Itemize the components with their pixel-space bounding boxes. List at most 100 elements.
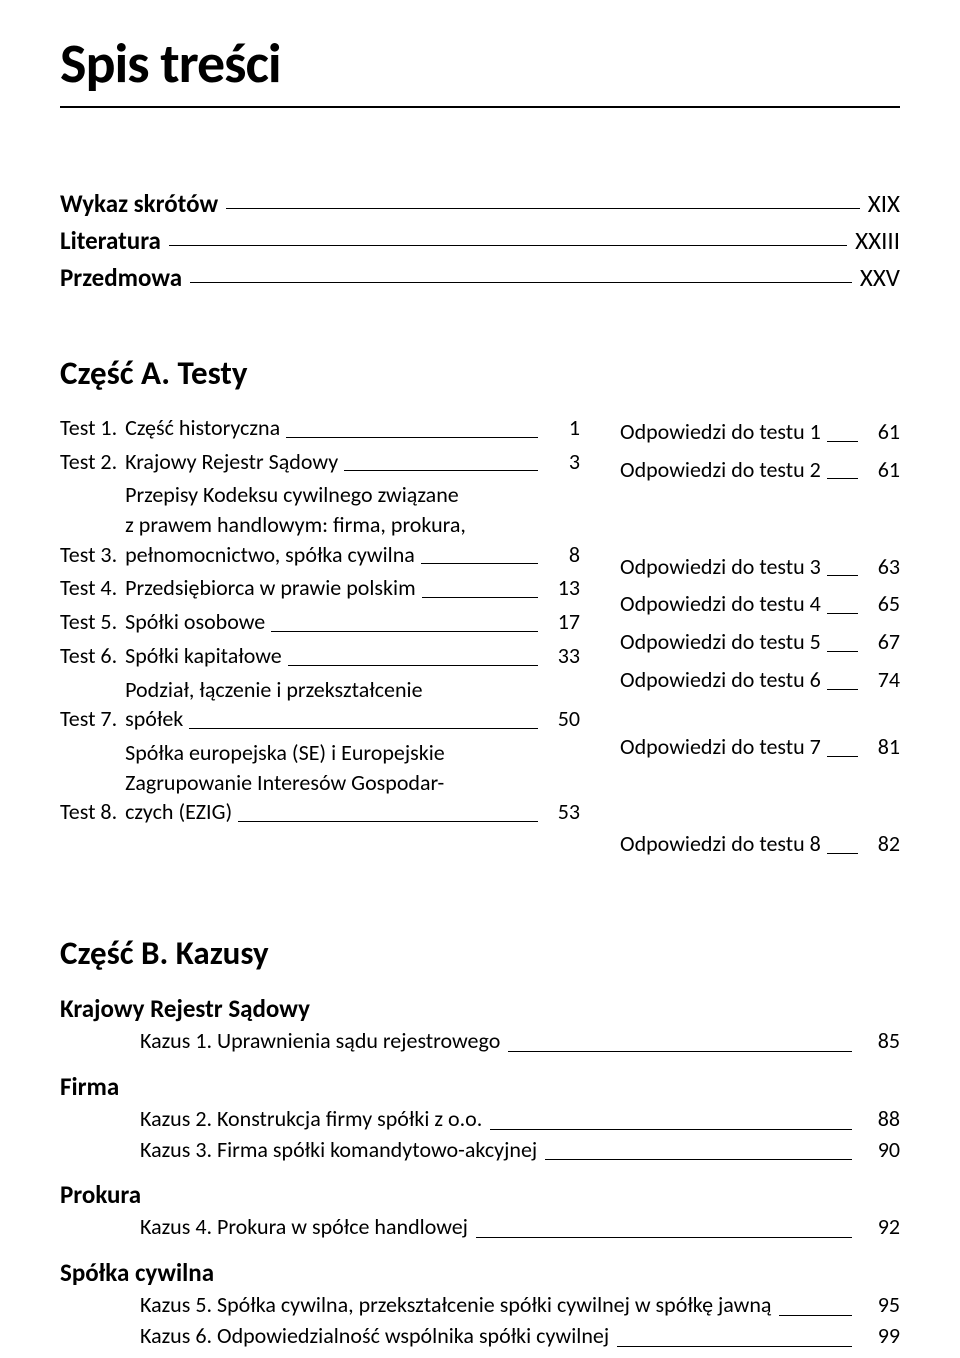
kazus-page: 92 bbox=[860, 1212, 900, 1243]
front-matter-label: Literatura bbox=[60, 225, 161, 256]
leader-line bbox=[288, 665, 538, 666]
leader-line bbox=[421, 563, 538, 564]
leader-line bbox=[344, 470, 538, 471]
test-title: Spółki kapitałowe bbox=[125, 641, 282, 671]
test-row: Test 7.Podział, łączenie i przekształcen… bbox=[60, 675, 580, 734]
answer-row: Odpowiedzi do testu 567 bbox=[620, 623, 900, 657]
test-title-last: pełnomocnictwo, spółka cywilna bbox=[125, 540, 415, 570]
kazus-page: 95 bbox=[860, 1290, 900, 1321]
kazus-page: 88 bbox=[860, 1104, 900, 1135]
kazus-row: Kazus 1. Uprawnienia sądu rejestrowego 85 bbox=[140, 1026, 900, 1057]
answer-page: 82 bbox=[864, 829, 900, 859]
leader-line bbox=[827, 651, 858, 652]
answer-row: Odpowiedzi do testu 674 bbox=[620, 661, 900, 695]
test-row: Test 3.Przepisy Kodeksu cywilnego związa… bbox=[60, 480, 580, 569]
answer-row: Odpowiedzi do testu 465 bbox=[620, 585, 900, 619]
test-row: Test 6. Spółki kapitałowe 33 bbox=[60, 641, 580, 671]
answer-label: Odpowiedzi do testu 6 bbox=[620, 665, 821, 695]
leader-line bbox=[827, 613, 858, 614]
test-label: Test 1. bbox=[60, 413, 117, 443]
leader-line bbox=[226, 208, 860, 209]
leader-line bbox=[827, 756, 858, 757]
leader-line bbox=[545, 1159, 852, 1160]
test-title-line: Podział, łączenie i przekształcenie bbox=[125, 675, 580, 705]
leader-line bbox=[190, 282, 852, 283]
tests-left-column: Test 1. Część historyczna 1 Test 2. Krajowy … bbox=[60, 413, 580, 863]
leader-line bbox=[617, 1346, 852, 1347]
leader-line bbox=[422, 597, 538, 598]
leader-line bbox=[827, 441, 858, 442]
test-page: 3 bbox=[544, 447, 580, 477]
front-matter-page: XXV bbox=[860, 262, 900, 293]
group-title: Prokura bbox=[60, 1179, 900, 1210]
leader-line bbox=[286, 437, 538, 438]
front-matter: Wykaz skrótówXIX Literatura XXIII Przedmowa… bbox=[60, 188, 900, 293]
test-label: Test 2. bbox=[60, 447, 117, 477]
kazus-text: Kazus 3. Firma spółki komandytowo-akcyjn… bbox=[140, 1135, 537, 1166]
test-title-last: spółek bbox=[125, 704, 183, 734]
front-matter-row: Wykaz skrótówXIX bbox=[60, 188, 900, 219]
test-label: Test 6. bbox=[60, 641, 117, 671]
front-matter-label: Wykaz skrótów bbox=[60, 188, 218, 219]
leader-line bbox=[476, 1237, 852, 1238]
answer-page: 65 bbox=[864, 589, 900, 619]
test-title-line: Zagrupowanie Interesów Gospodar- bbox=[125, 768, 580, 798]
test-row: Test 1. Część historyczna 1 bbox=[60, 413, 580, 443]
tests-container: Test 1. Część historyczna 1 Test 2. Krajowy … bbox=[60, 413, 900, 863]
test-page: 8 bbox=[544, 540, 580, 570]
kazus-row: Kazus 6. Odpowiedzialność wspólnika spół… bbox=[140, 1321, 900, 1352]
test-page: 50 bbox=[544, 704, 580, 734]
front-matter-page: XXIII bbox=[855, 225, 900, 256]
answer-page: 67 bbox=[864, 627, 900, 657]
answer-label: Odpowiedzi do testu 2 bbox=[620, 455, 821, 485]
kazus-row: Kazus 4. Prokura w spółce handlowej 92 bbox=[140, 1212, 900, 1243]
group-title: Krajowy Rejestr Sądowy bbox=[60, 993, 900, 1024]
leader-line bbox=[827, 853, 858, 854]
test-page: 17 bbox=[544, 607, 580, 637]
front-matter-row: Przedmowa XXV bbox=[60, 262, 900, 293]
test-page: 1 bbox=[544, 413, 580, 443]
answer-page: 63 bbox=[864, 552, 900, 582]
answer-page: 81 bbox=[864, 732, 900, 762]
test-page: 53 bbox=[544, 797, 580, 827]
kazus-row: Kazus 3. Firma spółki komandytowo-akcyjn… bbox=[140, 1135, 900, 1166]
kazus-row: Kazus 5. Spółka cywilna, przekształcenie… bbox=[140, 1290, 900, 1321]
tests-right-column: Odpowiedzi do testu 161Odpowiedzi do tes… bbox=[620, 413, 900, 863]
test-title: Przedsiębiorca w prawie polskim bbox=[125, 573, 416, 603]
answer-label: Odpowiedzi do testu 3 bbox=[620, 552, 821, 582]
kazus-text: Kazus 2. Konstrukcja firmy spółki z o.o. bbox=[140, 1104, 482, 1135]
leader-line bbox=[508, 1051, 852, 1052]
test-title: Krajowy Rejestr Sądowy bbox=[125, 447, 338, 477]
test-title: Część historyczna bbox=[125, 413, 280, 443]
kazus-row: Kazus 2. Konstrukcja firmy spółki z o.o.… bbox=[140, 1104, 900, 1135]
front-matter-label: Przedmowa bbox=[60, 262, 182, 293]
kazus-page: 99 bbox=[860, 1321, 900, 1352]
kazus-text: Kazus 1. Uprawnienia sądu rejestrowego bbox=[140, 1026, 500, 1057]
leader-line bbox=[827, 478, 858, 479]
kazus-text: Kazus 5. Spółka cywilna, przekształcenie… bbox=[140, 1290, 771, 1321]
section-b-container: Krajowy Rejestr SądowyKazus 1. Uprawnien… bbox=[60, 993, 900, 1352]
test-page: 33 bbox=[544, 641, 580, 671]
answer-page: 61 bbox=[864, 417, 900, 447]
test-row: Test 8. Spółka europejska (SE) i Europejs… bbox=[60, 738, 580, 827]
answer-page: 61 bbox=[864, 455, 900, 485]
test-row: Test 5.Spółki osobowe17 bbox=[60, 607, 580, 637]
kazus-page: 85 bbox=[860, 1026, 900, 1057]
leader-line bbox=[169, 245, 847, 246]
leader-line bbox=[827, 575, 858, 576]
title-rule bbox=[60, 106, 900, 108]
test-label: Test 8. bbox=[60, 797, 117, 827]
answer-row: Odpowiedzi do testu 1 61 bbox=[620, 413, 900, 447]
leader-line bbox=[271, 631, 538, 632]
answer-label: Odpowiedzi do testu 8 bbox=[620, 829, 821, 859]
test-title-line: Przepisy Kodeksu cywilnego związane bbox=[125, 480, 580, 510]
leader-line bbox=[189, 728, 538, 729]
test-title-line: Spółka europejska (SE) i Europejskie bbox=[125, 738, 580, 768]
kazus-text: Kazus 6. Odpowiedzialność wspólnika spół… bbox=[140, 1321, 609, 1352]
answer-label: Odpowiedzi do testu 1 bbox=[620, 417, 821, 447]
answer-label: Odpowiedzi do testu 7 bbox=[620, 732, 821, 762]
kazus-text: Kazus 4. Prokura w spółce handlowej bbox=[140, 1212, 468, 1243]
front-matter-row: Literatura XXIII bbox=[60, 225, 900, 256]
test-row: Test 2. Krajowy Rejestr Sądowy 3 bbox=[60, 447, 580, 477]
group-title: Spółka cywilna bbox=[60, 1257, 900, 1288]
